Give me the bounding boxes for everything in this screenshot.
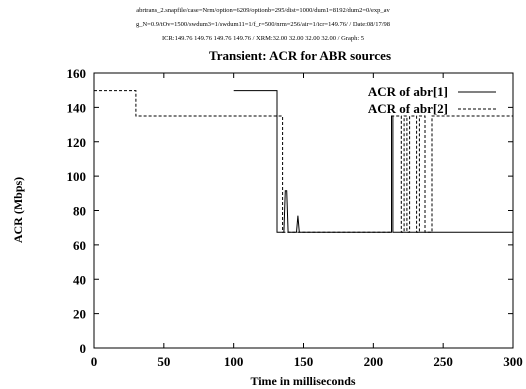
y-tick-label: 40 [73,272,86,287]
legend-label-abr2: ACR of abr[2] [368,101,448,116]
header-line-2: g_N=0.9/tOv=1500/swdum3=1/swdum11=1/f_r=… [136,21,390,28]
header-line-3: ICR:149.76 149.76 149.76 149.76 / XRM:32… [162,35,364,42]
x-tick-label: 50 [157,354,170,369]
legend-label-abr1: ACR of abr[1] [368,84,448,99]
y-tick-label: 100 [67,169,87,184]
x-tick-label: 150 [294,354,314,369]
y-tick-label: 0 [80,341,87,356]
chart-title: Transient: ACR for ABR sources [209,48,391,63]
y-tick-label: 60 [73,238,86,253]
header-line-1: abrtrans_2.snapfile/case=Nrm/option=6209… [136,7,390,14]
legend: ACR of abr[1] ACR of abr[2] [368,84,496,116]
x-axis-label: Time in milliseconds [250,374,355,388]
series-line-abr2 [94,90,513,233]
x-tick-label: 0 [91,354,98,369]
x-tick-label: 200 [364,354,384,369]
y-tick-label: 160 [67,66,87,81]
ticks-layer: 0 50 100 150 200 250 300 0 20 40 60 80 100 120 140 160 [67,66,523,369]
plot-frame [93,72,514,349]
y-tick-label: 120 [67,135,87,150]
y-tick-label: 80 [73,204,86,219]
x-tick-label: 300 [503,354,523,369]
series-layer [94,90,513,233]
y-axis-label: ACR (Mbps) [11,177,25,243]
y-tick-label: 140 [67,100,87,115]
x-tick-label: 250 [433,354,453,369]
y-tick-label: 20 [73,307,86,322]
x-tick-label: 100 [224,354,244,369]
